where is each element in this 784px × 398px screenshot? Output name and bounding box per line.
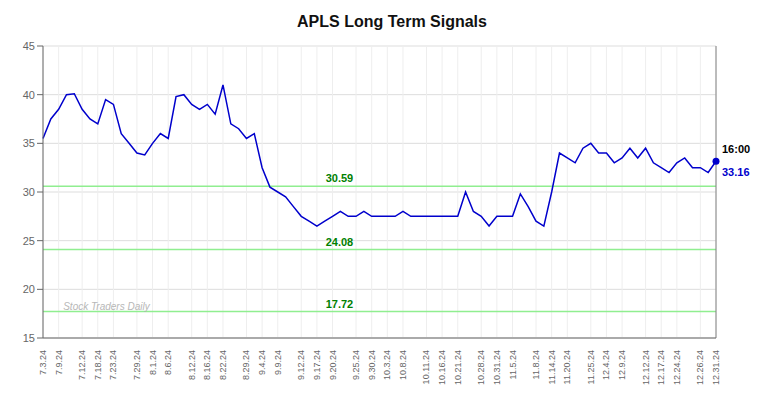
svg-text:7.23.24: 7.23.24 bbox=[108, 350, 118, 380]
svg-text:9.12.24: 9.12.24 bbox=[296, 350, 306, 380]
svg-text:15: 15 bbox=[23, 332, 35, 344]
svg-text:7.29.24: 7.29.24 bbox=[132, 350, 142, 380]
svg-text:10.16.24: 10.16.24 bbox=[437, 350, 447, 385]
svg-text:10.8.24: 10.8.24 bbox=[398, 350, 408, 380]
svg-text:9.25.24: 9.25.24 bbox=[351, 350, 361, 380]
svg-text:12.12.24: 12.12.24 bbox=[641, 350, 651, 385]
svg-text:11.25.24: 11.25.24 bbox=[586, 350, 596, 384]
svg-text:11.20.24: 11.20.24 bbox=[562, 350, 572, 384]
svg-text:8.29.24: 8.29.24 bbox=[241, 350, 251, 380]
svg-text:12.9.24: 12.9.24 bbox=[617, 350, 627, 380]
svg-text:20: 20 bbox=[23, 283, 35, 295]
svg-text:7.18.24: 7.18.24 bbox=[93, 350, 103, 380]
svg-text:9.30.24: 9.30.24 bbox=[367, 350, 377, 380]
svg-text:9.9.24: 9.9.24 bbox=[273, 350, 283, 375]
svg-text:45: 45 bbox=[23, 40, 35, 52]
svg-text:8.6.24: 8.6.24 bbox=[163, 350, 173, 375]
svg-text:17.72: 17.72 bbox=[326, 298, 354, 310]
svg-text:12.4.24: 12.4.24 bbox=[601, 350, 611, 380]
svg-text:11.8.24: 11.8.24 bbox=[531, 350, 541, 379]
svg-text:35: 35 bbox=[23, 137, 35, 149]
svg-text:7.9.24: 7.9.24 bbox=[54, 350, 64, 375]
svg-text:16:00: 16:00 bbox=[722, 143, 750, 155]
svg-text:30.59: 30.59 bbox=[326, 172, 354, 184]
svg-text:8.22.24: 8.22.24 bbox=[218, 350, 228, 380]
html-text:Stock Traders Daily: Stock Traders Daily bbox=[63, 300, 150, 312]
svg-text:7.12.24: 7.12.24 bbox=[77, 350, 87, 380]
svg-text:9.20.24: 9.20.24 bbox=[328, 350, 338, 380]
svg-text:30: 30 bbox=[23, 186, 35, 198]
svg-text:12.26.24: 12.26.24 bbox=[695, 350, 705, 385]
svg-text:11.5.24: 11.5.24 bbox=[508, 350, 518, 379]
svg-text:40: 40 bbox=[23, 89, 35, 101]
svg-text:10.11.24: 10.11.24 bbox=[421, 350, 431, 384]
svg-text:12.24.24: 12.24.24 bbox=[672, 350, 682, 385]
svg-text:9.17.24: 9.17.24 bbox=[312, 350, 322, 380]
svg-text:8.1.24: 8.1.24 bbox=[148, 350, 158, 375]
svg-text:12.17.24: 12.17.24 bbox=[656, 350, 666, 385]
svg-text:8.16.24: 8.16.24 bbox=[202, 350, 212, 380]
svg-text:10.28.24: 10.28.24 bbox=[476, 350, 486, 385]
svg-text:10.31.24: 10.31.24 bbox=[492, 350, 502, 385]
svg-text:25: 25 bbox=[23, 235, 35, 247]
svg-text:9.4.24: 9.4.24 bbox=[257, 350, 267, 375]
svg-text:10.3.24: 10.3.24 bbox=[382, 350, 392, 380]
svg-text:8.12.24: 8.12.24 bbox=[187, 350, 197, 380]
svg-text:33.16: 33.16 bbox=[722, 166, 750, 178]
svg-text:7.3.24: 7.3.24 bbox=[38, 350, 48, 375]
html-text:APLS Long Term Signals: APLS Long Term Signals bbox=[297, 13, 487, 30]
svg-text:11.14.24: 11.14.24 bbox=[547, 350, 557, 384]
svg-text:10.21.24: 10.21.24 bbox=[453, 350, 463, 385]
svg-text:24.08: 24.08 bbox=[326, 236, 354, 248]
svg-text:12.31.24: 12.31.24 bbox=[711, 350, 721, 385]
